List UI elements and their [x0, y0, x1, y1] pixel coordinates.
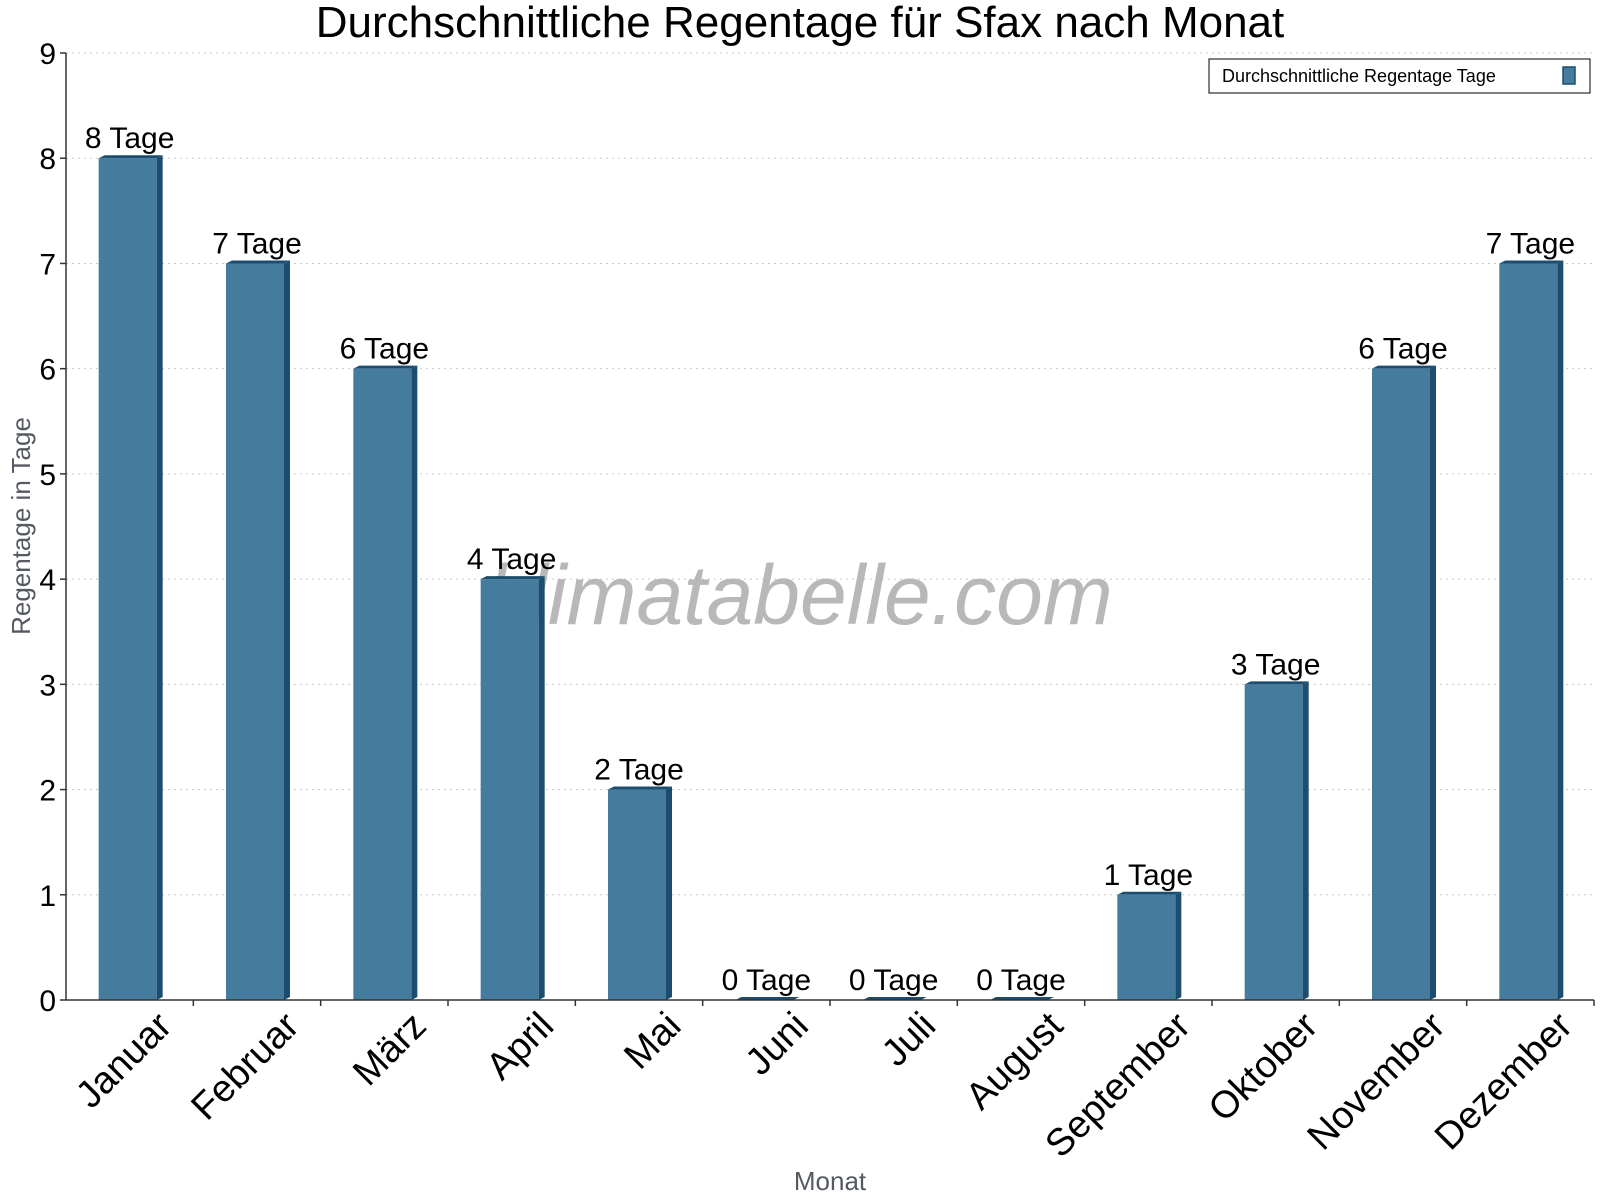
x-tick-label: Oktober — [1201, 1004, 1327, 1130]
y-tick-label: 4 — [39, 564, 56, 597]
x-axis-label: Monat — [794, 1166, 867, 1196]
chart-title: Durchschnittliche Regentage für Sfax nac… — [316, 0, 1285, 47]
y-tick-label: 3 — [39, 669, 56, 702]
bar-top — [608, 786, 672, 790]
data-label: 2 Tage — [594, 754, 684, 787]
bar-front — [353, 368, 412, 1001]
y-axis-label: Regentage in Tage — [6, 417, 36, 635]
bar-front — [1499, 263, 1558, 1000]
data-label: 1 Tage — [1104, 859, 1194, 892]
bar — [98, 155, 163, 1000]
bar — [353, 365, 418, 1001]
bar-front — [226, 263, 284, 1000]
bar-front — [480, 579, 539, 1000]
legend-swatch — [1562, 66, 1576, 85]
y-tick-label: 1 — [39, 880, 56, 913]
y-tick-label: 6 — [39, 354, 56, 387]
bar-front — [1117, 894, 1176, 1000]
data-label: 0 Tage — [722, 964, 812, 997]
data-label: 0 Tage — [849, 964, 939, 997]
y-axis-ticks: 0 1 2 3 4 5 6 7 8 9 — [39, 38, 66, 1018]
bar-front — [98, 158, 157, 1000]
data-label: 4 Tage — [467, 543, 557, 576]
x-tick-label: Dezember — [1427, 1004, 1581, 1158]
bar-top — [1372, 365, 1436, 369]
bar-front — [1372, 368, 1430, 1001]
x-tick-label: März — [345, 1005, 434, 1094]
x-tick-label: Juli — [874, 1005, 944, 1075]
bar-side — [411, 365, 418, 1001]
gridlines — [66, 52, 1594, 896]
bar-top — [353, 365, 418, 369]
bar-top — [1499, 260, 1564, 264]
data-label: 8 Tage — [85, 122, 175, 155]
bars — [98, 155, 1564, 1001]
y-tick-label: 5 — [39, 459, 56, 492]
bar-side — [1430, 365, 1436, 1001]
data-labels: 8 Tage 7 Tage 6 Tage 4 Tage 2 Tage 0 Tage 0 Ta… — [85, 122, 1575, 997]
y-tick-label: 9 — [39, 38, 56, 71]
x-tick-label: Juni — [738, 1005, 817, 1084]
legend: Durchschnittliche Regentage Tage — [1208, 58, 1591, 94]
y-tick-label: 2 — [39, 775, 56, 808]
y-tick-label: 7 — [39, 248, 56, 281]
bar-side — [538, 576, 545, 1000]
data-label: 0 Tage — [976, 964, 1066, 997]
bar-front — [1244, 684, 1303, 1000]
bar — [1372, 365, 1436, 1001]
data-label: 7 Tage — [212, 227, 302, 260]
bar-side — [1557, 260, 1564, 1000]
bar — [1244, 681, 1309, 1000]
y-tick-label: 8 — [39, 143, 56, 176]
legend-box — [1208, 58, 1591, 94]
x-tick-label: April — [479, 1005, 562, 1088]
bar — [608, 786, 672, 1000]
bar-side — [1175, 891, 1182, 1000]
bar — [226, 260, 290, 1000]
bar-top — [1117, 891, 1182, 895]
data-label: 6 Tage — [340, 333, 430, 366]
data-label: 3 Tage — [1231, 648, 1321, 681]
bar-front — [608, 789, 666, 1000]
bar — [1499, 260, 1564, 1000]
bar — [480, 576, 545, 1000]
x-axis-ticks: Januar Februar März April Mai Juni Juli AugustS… — [68, 1000, 1595, 1166]
data-label: 6 Tage — [1358, 333, 1448, 366]
x-tick-label: Mai — [616, 1005, 689, 1078]
bar-top — [98, 155, 163, 159]
y-tick-label: 0 — [39, 985, 56, 1018]
data-label: 7 Tage — [1486, 227, 1576, 260]
bar — [1117, 891, 1182, 1000]
x-tick-label: November — [1300, 1004, 1454, 1158]
legend-label: Durchschnittliche Regentage Tage — [1222, 66, 1496, 86]
bar-side — [666, 786, 672, 1000]
bar-top — [480, 576, 545, 580]
bar-top — [226, 260, 290, 264]
watermark: klimatabelle.com — [487, 548, 1113, 642]
x-tick-label: August — [958, 1004, 1072, 1118]
x-tick-label: Januar — [68, 1004, 180, 1116]
bar-top — [1244, 681, 1309, 685]
x-tick-label: Februar — [184, 1004, 308, 1128]
bar-side — [284, 260, 290, 1000]
bar-side — [156, 155, 163, 1000]
bar-side — [1302, 681, 1309, 1000]
